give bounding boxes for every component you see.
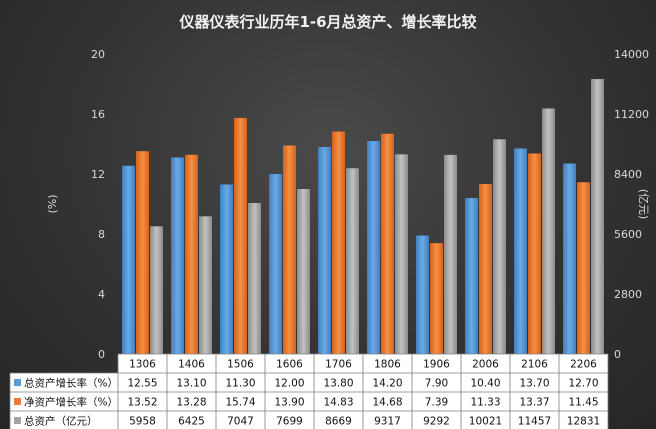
data-label: 10.40: [470, 378, 500, 390]
data-label: 13.90: [274, 397, 304, 409]
bar-net-assets-growth: [528, 153, 541, 354]
data-label: 14.83: [323, 397, 353, 409]
data-label: 12.55: [127, 378, 157, 390]
legend-swatch: [14, 379, 21, 386]
data-label: 14.20: [372, 378, 402, 390]
x-tick-label: 1606: [276, 359, 303, 371]
y-right-tick-label: 11200: [614, 108, 649, 121]
bar-total-assets-growth: [318, 147, 331, 354]
x-tick-label: 1506: [227, 359, 254, 371]
data-label: 9292: [423, 416, 450, 428]
legend-entry: 总资产（亿元）: [24, 415, 98, 428]
y-left-tick-label: 16: [91, 108, 105, 121]
y-left-axis-title: (%): [46, 194, 59, 213]
bar-total-assets-growth: [514, 148, 527, 354]
bar-total-assets: [395, 154, 408, 354]
x-tick-label: 1806: [374, 359, 401, 371]
data-label: 14.68: [372, 397, 402, 409]
bar-net-assets-growth: [234, 117, 247, 355]
bar-net-assets-growth: [136, 151, 149, 354]
bar-total-assets: [493, 139, 506, 354]
data-label: 12831: [567, 416, 600, 428]
x-tick-label: 1706: [325, 359, 352, 371]
data-label: 7.90: [425, 378, 448, 390]
data-label: 5958: [129, 416, 156, 428]
bar-total-assets-growth: [220, 184, 233, 354]
y-left-tick-label: 4: [98, 288, 105, 301]
data-label: 11.33: [470, 397, 500, 409]
data-label: 13.10: [176, 378, 206, 390]
data-label: 11457: [518, 416, 551, 428]
legend-swatch: [14, 417, 21, 424]
bar-net-assets-growth: [185, 154, 198, 354]
bar-total-assets: [542, 108, 555, 354]
data-label: 15.74: [225, 397, 255, 409]
data-label: 11.45: [568, 397, 598, 409]
y-left-tick-label: 12: [91, 168, 105, 181]
x-tick-label: 2006: [472, 359, 499, 371]
bar-total-assets-growth: [416, 235, 429, 354]
chart-title: 仪器仪表行业历年1-6月总资产、增长率比较: [178, 13, 476, 31]
y-right-tick-label: 14000: [614, 48, 649, 61]
data-label: 13.37: [519, 397, 549, 409]
legend-swatch: [14, 398, 21, 405]
y-left-tick-label: 8: [98, 228, 105, 241]
data-label: 13.28: [176, 397, 206, 409]
bar-total-assets: [591, 79, 604, 355]
data-label: 13.52: [127, 397, 157, 409]
bar-total-assets-growth: [563, 163, 576, 354]
bar-total-assets: [248, 202, 261, 354]
legend-entry: 总资产增长率（%）: [24, 377, 118, 390]
data-label: 9317: [374, 416, 401, 428]
data-label: 8669: [325, 416, 352, 428]
x-tick-label: 2206: [570, 359, 597, 371]
bar-total-assets-growth: [367, 141, 380, 354]
bar-total-assets: [297, 189, 310, 354]
x-tick-label: 1406: [178, 359, 205, 371]
x-tick-label: 2106: [521, 359, 548, 371]
bar-net-assets-growth: [381, 133, 394, 354]
y-right-tick-label: 0: [614, 348, 621, 361]
data-label: 13.70: [519, 378, 549, 390]
y-right-axis-title: (亿元): [637, 189, 650, 220]
data-label: 13.80: [323, 378, 353, 390]
y-right-tick-label: 5600: [614, 228, 642, 241]
legend-entry: 净资产增长率（%）: [24, 396, 118, 409]
y-left-tick-label: 0: [98, 348, 105, 361]
data-label: 6425: [178, 416, 205, 428]
data-label: 7699: [276, 416, 303, 428]
table-body-bg: [10, 373, 608, 429]
bar-total-assets-growth: [171, 157, 184, 354]
data-label: 10021: [469, 416, 502, 428]
bar-total-assets: [346, 168, 359, 354]
bar-total-assets: [199, 216, 212, 354]
bar-total-assets-growth: [465, 198, 478, 354]
bar-total-assets-growth: [122, 165, 135, 354]
bar-net-assets-growth: [577, 182, 590, 354]
x-tick-label: 1306: [129, 359, 156, 371]
data-label: 11.30: [225, 378, 255, 390]
y-right-tick-label: 2800: [614, 288, 642, 301]
y-left-tick-label: 20: [91, 48, 105, 61]
bar-net-assets-growth: [332, 131, 345, 354]
data-label: 12.00: [274, 378, 304, 390]
bar-total-assets: [150, 226, 163, 354]
x-tick-label: 1906: [423, 359, 450, 371]
bar-total-assets-growth: [269, 174, 282, 354]
data-label: 12.70: [568, 378, 598, 390]
data-label: 7047: [227, 416, 254, 428]
bar-total-assets: [444, 154, 457, 354]
bar-net-assets-growth: [430, 243, 443, 354]
bar-net-assets-growth: [283, 145, 296, 354]
y-right-tick-label: 8400: [614, 168, 642, 181]
data-label: 7.39: [425, 397, 448, 409]
bar-net-assets-growth: [479, 184, 492, 354]
